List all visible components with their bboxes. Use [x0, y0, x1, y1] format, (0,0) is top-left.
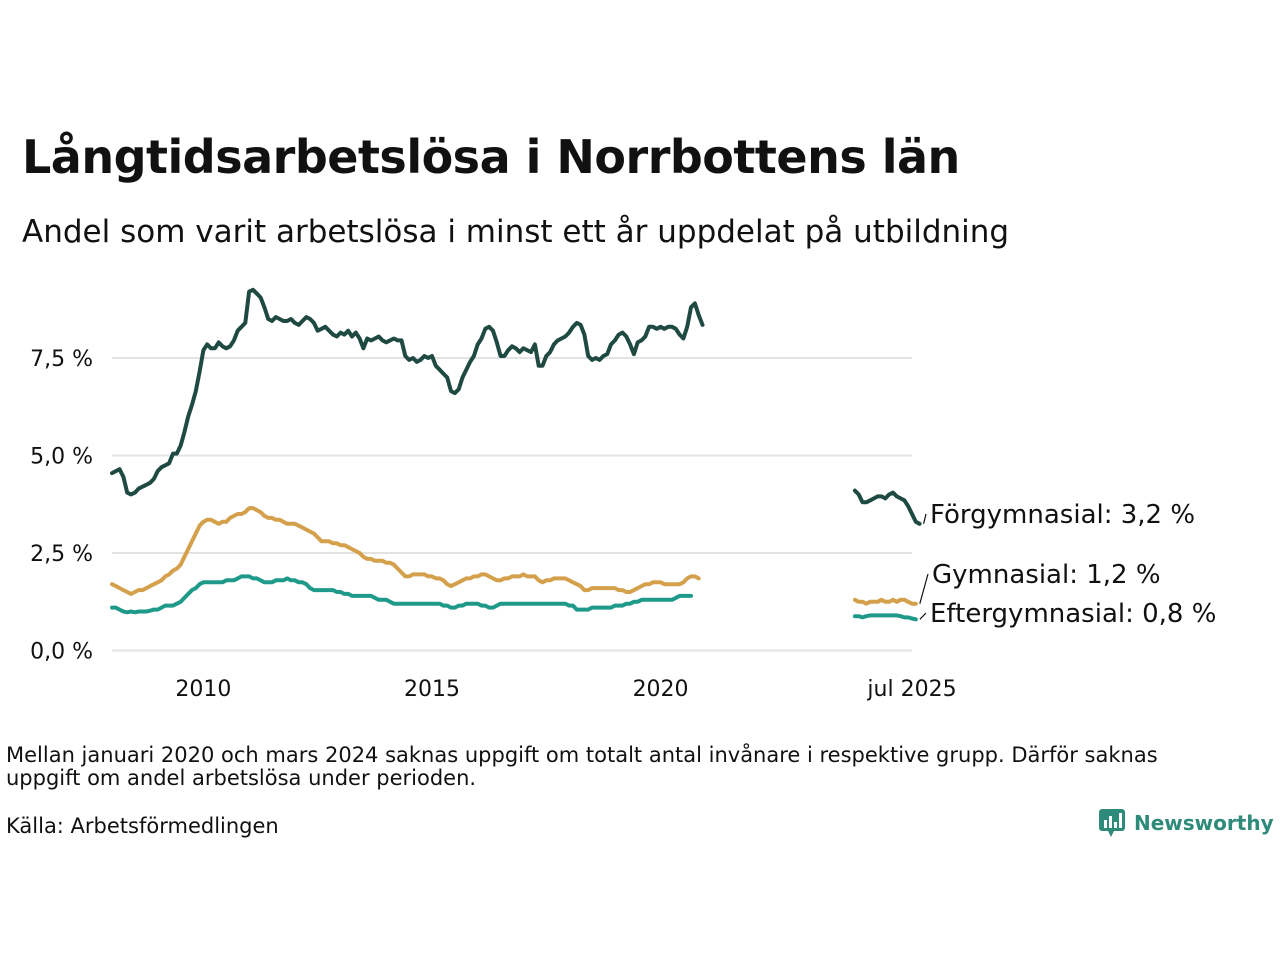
x-axis-ticks: 2010 2015 2020 jul 2025: [175, 677, 956, 702]
y-tick-label: 7,5 %: [30, 347, 93, 372]
brand-name: Newsworthy: [1134, 811, 1274, 835]
x-tick-label: jul 2025: [866, 677, 956, 702]
chart-title: Långtidsarbetslösa i Norrbottens län: [22, 130, 960, 184]
series-line-gymnasial: [852, 597, 918, 606]
series-label-gymnasial: Gymnasial: 1,2 %: [932, 560, 1161, 590]
series-labels: Förgymnasial: 3,2 % Gymnasial: 1,2 % Efter…: [919, 500, 1216, 629]
series-line-eftergymnasial: [852, 613, 918, 622]
y-tick-label: 5,0 %: [30, 445, 93, 470]
series-line-eftergymnasial: [110, 574, 693, 615]
brand-logo: Newsworthy: [1098, 808, 1274, 838]
series-line-gymnasial: [110, 506, 701, 596]
series-lines: [110, 287, 922, 622]
label-leader-line: [919, 612, 927, 620]
chart-note: Mellan januari 2020 och mars 2024 saknas…: [6, 743, 1158, 790]
newsworthy-logo-icon: [1099, 809, 1125, 837]
x-tick-label: 2010: [175, 677, 231, 702]
chart-subtitle: Andel som varit arbetslösa i minst ett å…: [22, 214, 1010, 250]
series-label-förgymnasial: Förgymnasial: 3,2 %: [930, 500, 1195, 530]
y-tick-label: 0,0 %: [30, 640, 93, 665]
x-tick-label: 2015: [404, 677, 460, 702]
label-leader-line: [923, 513, 927, 524]
x-tick-label: 2020: [633, 677, 689, 702]
grid-lines: [112, 357, 912, 652]
line-chart: 0,0 % 2,5 % 5,0 % 7,5 % 2010 2015 2020 jul 202…: [30, 287, 1216, 702]
series-line-förgymnasial: [110, 287, 705, 497]
series-label-eftergymnasial: Eftergymnasial: 0,8 %: [930, 599, 1216, 629]
label-leader-line: [919, 573, 929, 604]
chart-source: Källa: Arbetsförmedlingen: [6, 814, 279, 838]
y-tick-label: 2,5 %: [30, 542, 93, 567]
series-line-förgymnasial: [852, 488, 922, 526]
y-axis-ticks: 0,0 % 2,5 % 5,0 % 7,5 %: [30, 347, 93, 665]
